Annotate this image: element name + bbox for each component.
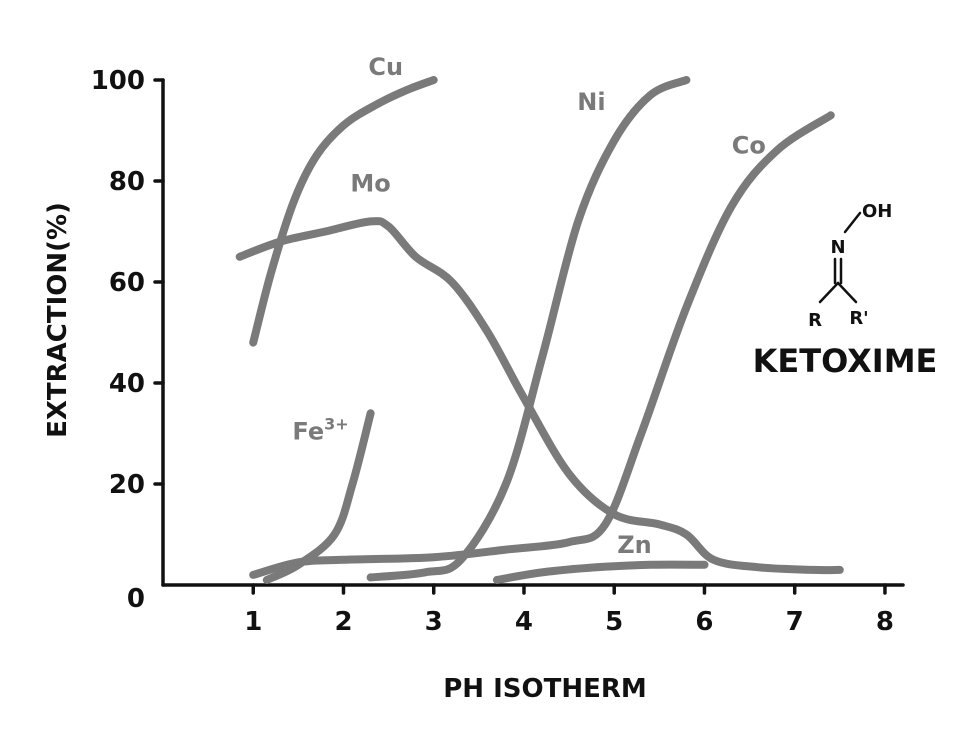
x-ticks: 1 2 3 4 5 6 7 8 — [244, 583, 894, 637]
x-tick-label: 1 — [244, 607, 262, 637]
x-axis-title: PH ISOTHERM — [443, 674, 647, 704]
series-label-zn: Zn — [617, 531, 652, 559]
y-tick-label: 100 — [91, 66, 145, 96]
series-line-ni — [366, 76, 691, 582]
series-label-ni: Ni — [577, 88, 605, 116]
n-label: N — [830, 237, 845, 258]
y-ticks: 0 20 40 60 80 100 — [91, 66, 165, 614]
x-tick-label: 8 — [876, 607, 894, 637]
y-tick-label: 20 — [109, 470, 145, 500]
r-prime-label: R' — [849, 308, 868, 329]
series-line-fe3 — [262, 409, 375, 584]
y-tick-label: 80 — [109, 167, 145, 197]
n-oh-bond — [843, 211, 862, 234]
series-line-co — [249, 111, 835, 579]
x-tick-label: 3 — [425, 607, 443, 637]
axes — [161, 78, 905, 587]
series-label-cu: Cu — [368, 53, 403, 81]
r-label: R — [808, 310, 822, 331]
x-tick-label: 7 — [786, 607, 804, 637]
c-r-prime-bond — [836, 281, 858, 304]
series-label-fe3: Fe3+ — [292, 414, 348, 445]
series-label-mo: Mo — [350, 169, 390, 197]
ketoxime-label: KETOXIME — [753, 342, 938, 380]
series-line-cu — [249, 76, 438, 347]
x-tick-label: 4 — [515, 607, 533, 637]
y-tick-label: 60 — [109, 268, 145, 298]
y-tick-label: 0 — [127, 584, 145, 614]
y-tick-label: 40 — [109, 369, 145, 399]
x-tick-label: 6 — [695, 607, 713, 637]
y-axis-title: EXTRACTION(%) — [43, 202, 73, 438]
x-tick-label: 5 — [605, 607, 623, 637]
series-line-zn — [492, 560, 709, 584]
c-r-bond — [818, 281, 840, 304]
series-group: Cu Mo Ni Co Fe3+ Zn — [235, 53, 844, 584]
oh-label: OH — [862, 201, 892, 222]
series-label-co: Co — [732, 131, 766, 159]
series-line-mo — [235, 217, 844, 575]
x-tick-label: 2 — [334, 607, 352, 637]
ketoxime-structure: OH N R R' KETOXIME — [753, 201, 938, 380]
